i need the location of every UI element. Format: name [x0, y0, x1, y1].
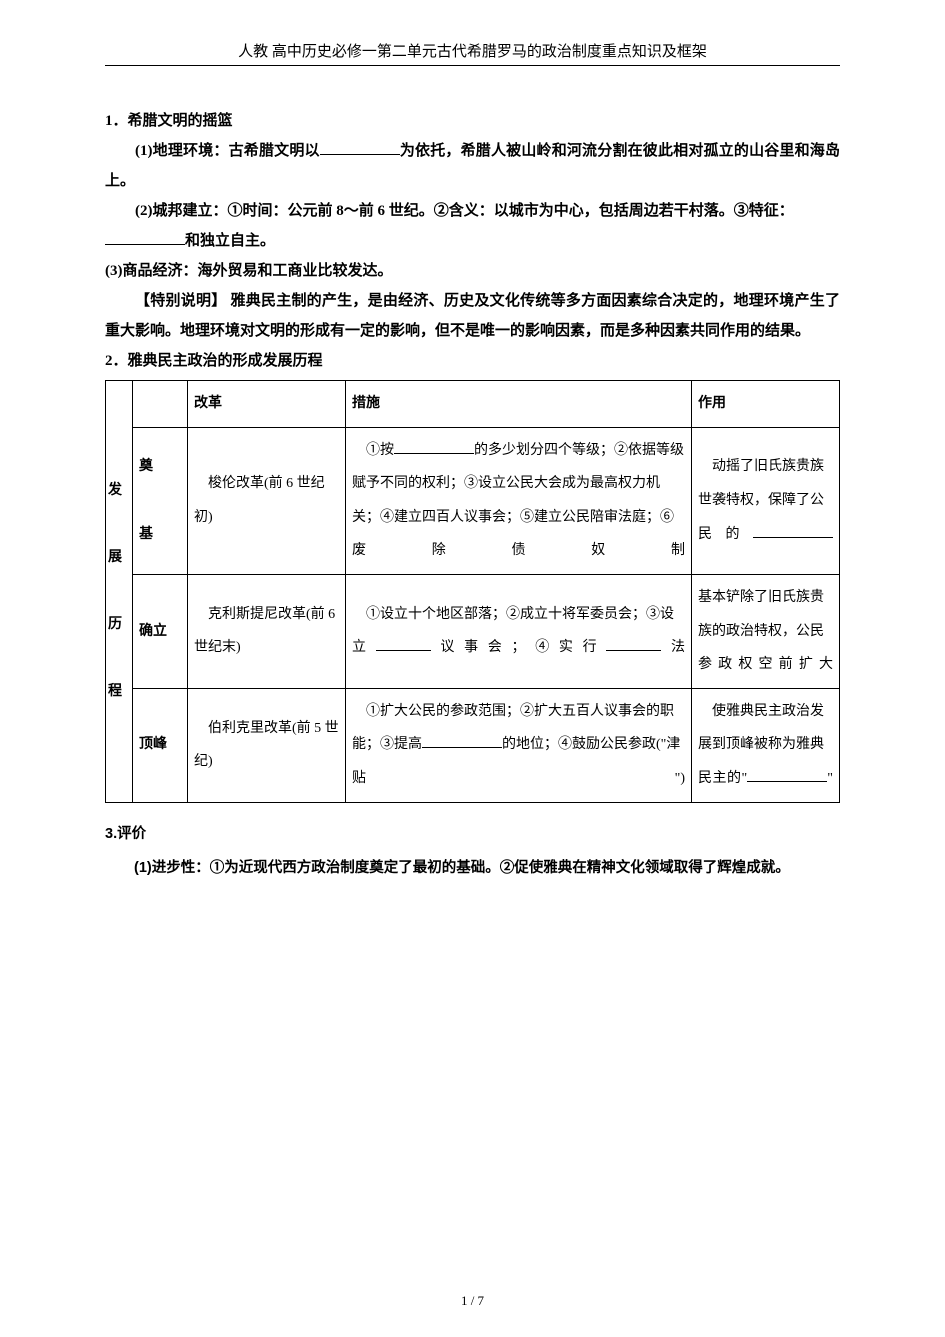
section-1-heading: 1．希腊文明的摇篮 [105, 106, 840, 136]
vlabel-1: 展 [108, 541, 130, 575]
blank-fill [753, 523, 833, 538]
section-1: 1．希腊文明的摇篮 (1)地理环境：古希腊文明以为依托，希腊人被山岭和河流分割在… [105, 106, 840, 346]
cell-measure-3: ①扩大公民的参政范围；②扩大五百人议事会的职能；③提高的地位；④鼓励公民参政("… [346, 688, 692, 802]
table-header-row: 发 展 历 程 改革 措施 作用 [106, 381, 840, 428]
e3-post: " [827, 771, 833, 786]
section-3-heading: 3.评价 [105, 817, 840, 852]
th-effect: 作用 [692, 381, 840, 428]
m1-pre: ①按 [352, 443, 394, 458]
vlabel-3: 程 [108, 675, 130, 709]
note-label: 【特别说明】 [135, 293, 226, 309]
section-1-p1: (1)地理环境：古希腊文明以为依托，希腊人被山岭和河流分割在彼此相对孤立的山谷里… [105, 136, 840, 196]
blank-fill [376, 636, 431, 651]
blank-fill [394, 439, 474, 454]
m1-post: 的多少划分四个等级；②依据等级赋予不同的权利；③设立公民大会成为最高权力机关；④… [352, 443, 685, 559]
cell-effect-2: 基本铲除了旧氏族贵族的政治特权，公民参政权空前扩大 [692, 574, 840, 688]
reform-table: 发 展 历 程 改革 措施 作用 奠基 梭伦改革(前 6 世纪初) [105, 380, 840, 803]
cell-effect-3: 使雅典民主政治发展到顶峰被称为雅典民主的"" [692, 688, 840, 802]
blank-fill [422, 733, 502, 748]
section-1-note: 【特别说明】 雅典民主制的产生，是由经济、历史及文化传统等多方面因素综合决定的，… [105, 286, 840, 346]
cell-measure-1: ①按的多少划分四个等级；②依据等级赋予不同的权利；③设立公民大会成为最高权力机关… [346, 427, 692, 574]
blank-fill [105, 229, 185, 245]
table-row: 奠基 梭伦改革(前 6 世纪初) ①按的多少划分四个等级；②依据等级赋予不同的权… [106, 427, 840, 574]
cell-stage-2: 确立 [133, 574, 188, 688]
section-1-p2: (2)城邦建立：①时间：公元前 8～前 6 世纪。②含义：以城市为中心，包括周边… [105, 196, 840, 226]
table-row: 确立 克利斯提尼改革(前 6 世纪末) ①设立十个地区部落；②成立十将军委员会；… [106, 574, 840, 688]
th-blank [133, 381, 188, 428]
section-2-heading: 2．雅典民主政治的形成发展历程 [105, 346, 840, 376]
blank-fill [606, 636, 661, 651]
table-row: 顶峰 伯利克里改革(前 5 世纪) ①扩大公民的参政范围；②扩大五百人议事会的职… [106, 688, 840, 802]
blank-fill [320, 139, 400, 155]
s1-p1a: (1)地理环境：古希腊文明以 [135, 143, 320, 159]
table-vertical-label: 发 展 历 程 [106, 381, 133, 803]
section-3-p1: (1)进步性：①为近现代西方政治制度奠定了最初的基础。②促使雅典在精神文化领域取… [105, 851, 840, 886]
cell-stage-3: 顶峰 [133, 688, 188, 802]
vlabel-0: 发 [108, 474, 130, 508]
document-page: 人教 高中历史必修一第二单元古代希腊罗马的政治制度重点知识及框架 1．希腊文明的… [0, 0, 945, 1337]
section-2: 2．雅典民主政治的形成发展历程 发 展 历 程 改革 措施 作用 [105, 346, 840, 803]
cell-reform-2: 克利斯提尼改革(前 6 世纪末) [188, 574, 346, 688]
section-3: 3.评价 (1)进步性：①为近现代西方政治制度奠定了最初的基础。②促使雅典在精神… [105, 817, 840, 887]
page-footer: 1 / 7 [0, 1293, 945, 1309]
cell-measure-2: ①设立十个地区部落；②成立十将军委员会；③设立议事会；④实行法 [346, 574, 692, 688]
cell-reform-1: 梭伦改革(前 6 世纪初) [188, 427, 346, 574]
m2-post: 法 [661, 640, 685, 655]
page-header-title: 人教 高中历史必修一第二单元古代希腊罗马的政治制度重点知识及框架 [105, 40, 840, 61]
blank-fill [747, 767, 827, 782]
section-1-p2-cont: 和独立自主。 [105, 226, 840, 256]
vlabel-2: 历 [108, 608, 130, 642]
cell-reform-3: 伯利克里改革(前 5 世纪) [188, 688, 346, 802]
cell-stage-1: 奠基 [133, 427, 188, 574]
m2-mid: 议事会；④实行 [431, 640, 607, 655]
th-reform: 改革 [188, 381, 346, 428]
section-1-p3: (3)商品经济：海外贸易和工商业比较发达。 [105, 256, 840, 286]
header-rule [105, 65, 840, 66]
cell-effect-1: 动摇了旧氏族贵族世袭特权，保障了公民的 [692, 427, 840, 574]
s1-p2b: 和独立自主。 [185, 233, 275, 249]
s1-p2a: (2)城邦建立：①时间：公元前 8～前 6 世纪。②含义：以城市为中心，包括周边… [135, 203, 794, 219]
th-measure: 措施 [346, 381, 692, 428]
